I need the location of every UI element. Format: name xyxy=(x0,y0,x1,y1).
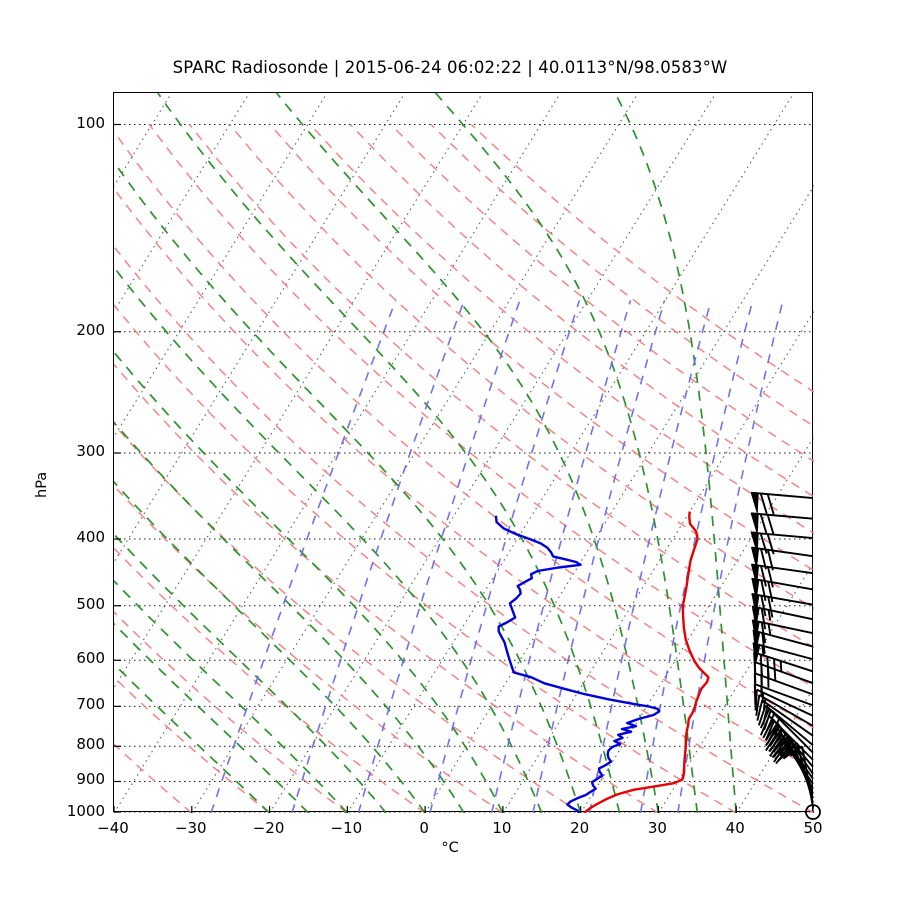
temperature-profile-line xyxy=(583,511,710,813)
x-tick-label: 0 xyxy=(419,819,429,837)
x-tick-label: 50 xyxy=(803,819,823,837)
y-tick-label: 700 xyxy=(76,695,105,714)
wind-barb xyxy=(751,605,814,630)
x-tick-label: 40 xyxy=(725,819,745,837)
wind-barb xyxy=(751,619,814,644)
y-tick-label: 900 xyxy=(76,770,105,789)
wind-barb xyxy=(755,694,814,727)
wind-barb xyxy=(750,531,814,555)
x-tick-label: 20 xyxy=(570,819,590,837)
x-tick-label: −10 xyxy=(330,819,363,837)
wind-barb xyxy=(750,512,814,536)
y-tick-label: 1000 xyxy=(66,802,105,820)
chart-title: SPARC Radiosonde | 2015-06-24 06:02:22 |… xyxy=(172,58,728,77)
y-tick-label: 200 xyxy=(76,320,105,339)
y-tick-label: 600 xyxy=(76,649,105,668)
skewt-plot-area xyxy=(113,92,814,813)
wind-barb xyxy=(750,491,814,515)
wind-barb xyxy=(750,546,814,571)
y-axis-title: hPa xyxy=(34,471,50,498)
wind-barb-panel xyxy=(700,0,900,900)
dewpoint-profile-line xyxy=(494,515,661,813)
x-tick-label: −30 xyxy=(174,819,207,837)
wind-barb-canvas xyxy=(750,491,821,820)
skewt-canvas xyxy=(114,93,814,813)
y-tick-label: 100 xyxy=(76,113,105,132)
x-tick-label: 10 xyxy=(492,819,512,837)
x-tick-label: −40 xyxy=(97,819,129,837)
x-tick-label: −20 xyxy=(252,819,285,837)
y-tick-label: 300 xyxy=(76,442,105,460)
x-axis-title: °C xyxy=(441,840,459,856)
y-tick-label: 400 xyxy=(76,528,105,547)
wind-barb xyxy=(754,688,814,717)
wind-barb xyxy=(751,593,814,618)
wind-barb xyxy=(756,699,814,737)
wind-barb xyxy=(750,563,814,588)
y-tick-label: 500 xyxy=(76,594,105,613)
x-tick-label: 30 xyxy=(647,819,667,837)
y-tick-label: 800 xyxy=(76,735,105,754)
